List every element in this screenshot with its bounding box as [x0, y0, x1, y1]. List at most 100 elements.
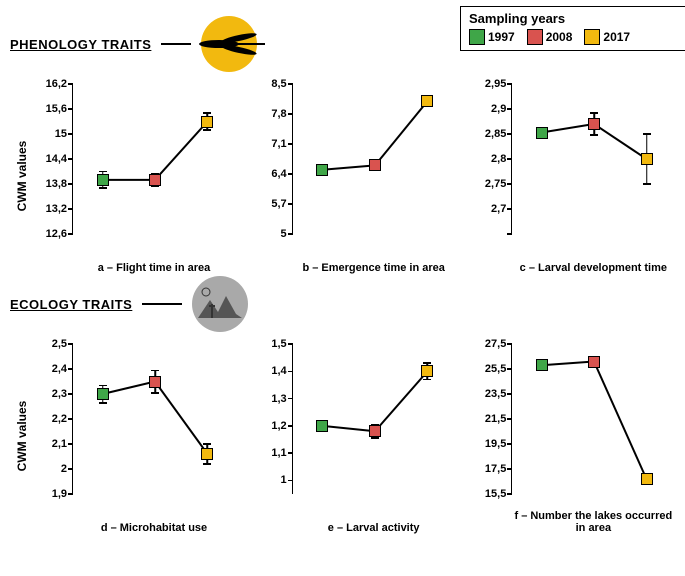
y-tick-label: 16,2: [46, 78, 73, 90]
error-cap: [203, 112, 211, 114]
data-marker: [369, 425, 381, 437]
y-tick-label: 1,9: [52, 488, 73, 500]
y-tick-label: 1,5: [271, 338, 292, 350]
data-marker: [316, 164, 328, 176]
section-title: PHENOLOGY TRAITS: [10, 37, 151, 52]
legend-swatch: [584, 29, 600, 45]
chart-panel: 2,72,752,82,852,92,95c – Larval developm…: [467, 76, 675, 276]
data-marker: [316, 420, 328, 432]
series-line: [73, 84, 237, 234]
y-tick-label: 2,95: [485, 78, 512, 90]
plot-area: 15,517,519,521,523,525,527,5: [511, 344, 676, 494]
data-marker: [97, 388, 109, 400]
panel-caption: d – Microhabitat use: [72, 522, 236, 534]
y-tick-label: 5,7: [271, 198, 292, 210]
data-marker: [536, 127, 548, 139]
error-cap: [203, 463, 211, 465]
y-tick-label: 2,2: [52, 413, 73, 425]
plot-area: 2,72,752,82,852,92,95: [511, 84, 676, 234]
legend-swatch: [527, 29, 543, 45]
chart-panel: CWM values1,922,12,22,32,42,5d – Microha…: [28, 336, 236, 536]
plot-area: 12,613,213,814,41515,616,2: [72, 84, 237, 234]
plot-area: 1,922,12,22,32,42,5: [72, 344, 237, 494]
data-marker: [536, 359, 548, 371]
y-tick-label: 2,85: [485, 128, 512, 140]
error-cap: [99, 187, 107, 189]
data-marker: [588, 356, 600, 368]
y-tick-label: 15: [55, 128, 73, 140]
plot-area: 11,11,21,31,41,5: [292, 344, 457, 494]
series-line: [73, 344, 237, 494]
error-cap: [590, 134, 598, 136]
y-tick-label: 2,7: [491, 203, 512, 215]
legend-item: 2008: [527, 28, 573, 46]
y-tick-label: 2,75: [485, 178, 512, 190]
y-tick-label: 2,4: [52, 363, 73, 375]
error-cap: [151, 370, 159, 372]
y-tick-label: 1: [281, 474, 293, 486]
y-axis-label: CWM values: [15, 401, 29, 472]
chart-panel: 11,11,21,31,41,5 e – Larval activity: [248, 336, 456, 536]
y-tick-label: 15,6: [46, 103, 73, 115]
y-tick-label: 12,6: [46, 228, 73, 240]
y-tick-label: 27,5: [485, 338, 512, 350]
legend-title: Sampling years: [469, 11, 677, 26]
landscape-icon: [192, 276, 248, 332]
data-marker: [369, 159, 381, 171]
legend-swatch: [469, 29, 485, 45]
data-marker: [97, 174, 109, 186]
legend: Sampling years 1997 2008 2017: [460, 6, 685, 51]
y-tick-label: 13,8: [46, 178, 73, 190]
chart-panel: 15,517,519,521,523,525,527,5f – Number t…: [467, 336, 675, 536]
y-tick-label: 2,9: [491, 103, 512, 115]
error-cap: [423, 362, 431, 364]
y-tick-label: 6,4: [271, 168, 292, 180]
y-tick-label: 1,2: [271, 420, 292, 432]
chart-panel: 55,76,47,17,88,5b – Emergence time in ar…: [248, 76, 456, 276]
error-cap: [203, 129, 211, 131]
y-axis-label: CWM values: [15, 141, 29, 212]
error-cap: [99, 385, 107, 387]
section-header: ECOLOGY TRAITS: [10, 276, 675, 332]
error-cap: [99, 171, 107, 173]
y-tick-label: 13,2: [46, 203, 73, 215]
y-tick-label: 2,5: [52, 338, 73, 350]
error-cap: [643, 133, 651, 135]
plot-area: 55,76,47,17,88,5: [292, 84, 457, 234]
y-tick-label: 2: [61, 463, 73, 475]
y-tick-label: 7,1: [271, 138, 292, 150]
legend-item: 2017: [584, 28, 630, 46]
y-tick-label: 5: [281, 228, 293, 240]
error-cap: [203, 443, 211, 445]
error-cap: [590, 112, 598, 114]
y-tick-label: 21,5: [485, 413, 512, 425]
error-cap: [643, 183, 651, 185]
data-marker: [588, 118, 600, 130]
panel-caption: e – Larval activity: [292, 522, 456, 534]
data-marker: [421, 95, 433, 107]
section-line: [142, 303, 182, 305]
y-tick-label: 2,3: [52, 388, 73, 400]
y-tick-label: 1,4: [271, 365, 292, 377]
panel-caption: a – Flight time in area: [72, 262, 236, 274]
legend-label: 2017: [603, 30, 630, 44]
section-line: [161, 43, 191, 45]
data-marker: [149, 174, 161, 186]
data-marker: [201, 116, 213, 128]
y-tick-label: 8,5: [271, 78, 292, 90]
y-tick-label: 15,5: [485, 488, 512, 500]
legend-item: 1997: [469, 28, 515, 46]
y-tick-label: 1,1: [271, 447, 292, 459]
y-tick-label: 2,8: [491, 153, 512, 165]
chart-panel: CWM values12,613,213,814,41515,616,2a – …: [28, 76, 236, 276]
data-marker: [201, 448, 213, 460]
section-title: ECOLOGY TRAITS: [10, 297, 132, 312]
legend-label: 2008: [546, 30, 573, 44]
panel-caption: b – Emergence time in area: [292, 262, 456, 274]
y-tick-label: 23,5: [485, 388, 512, 400]
y-tick-label: 7,8: [271, 108, 292, 120]
dragonfly-icon: [201, 16, 257, 72]
error-cap: [151, 392, 159, 394]
y-tick-label: 14,4: [46, 153, 73, 165]
error-cap: [423, 379, 431, 381]
